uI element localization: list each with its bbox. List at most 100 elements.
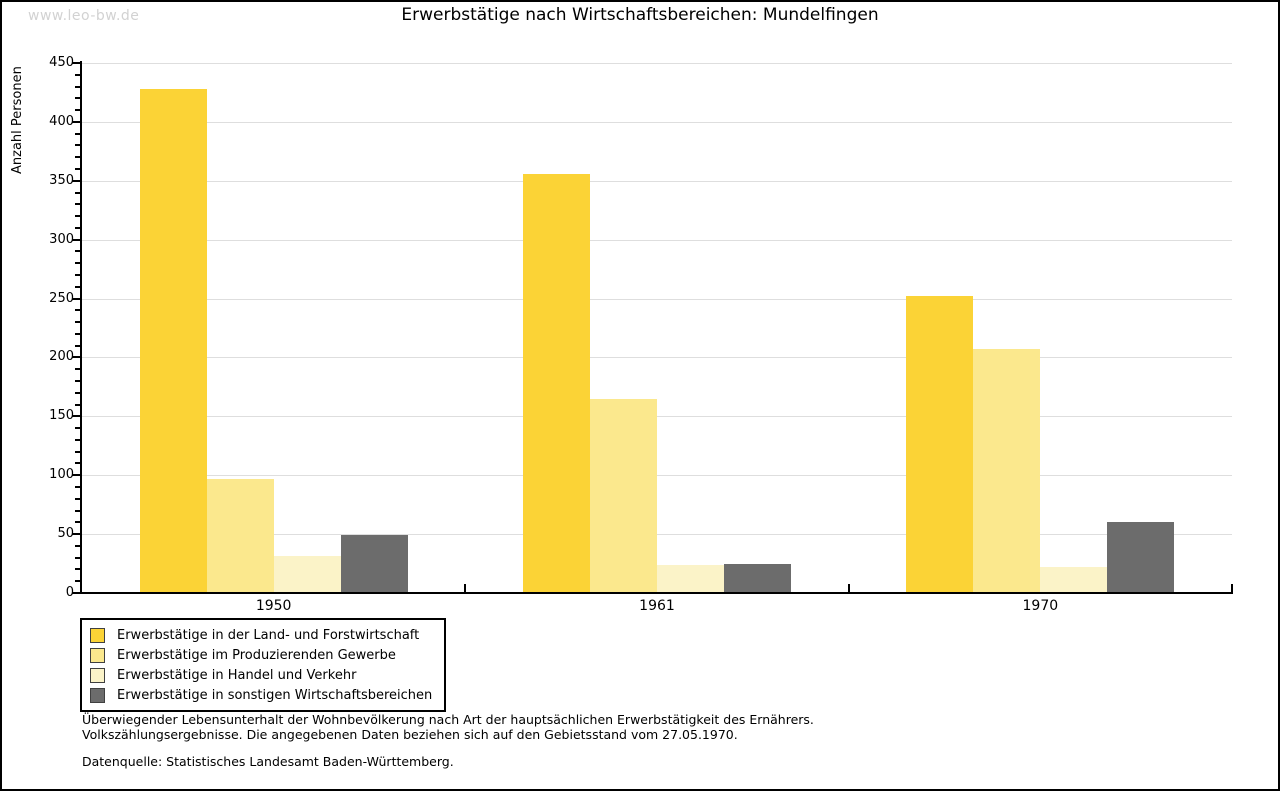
y-axis-minor-tick <box>75 427 80 430</box>
bar-1950-series-3 <box>273 556 341 593</box>
legend-swatch-1 <box>90 627 105 643</box>
bar-1961-series-4 <box>724 563 791 593</box>
footnote-line-1: Überwiegender Lebensunterhalt der Wohnbe… <box>82 712 814 727</box>
footnote-text: Überwiegender Lebensunterhalt der Wohnbe… <box>82 712 814 742</box>
y-axis-minor-tick <box>75 462 80 465</box>
chart-title: Erwerbstätige nach Wirtschaftsbereichen:… <box>401 5 879 25</box>
y-axis-minor-tick <box>75 391 80 394</box>
y-axis-minor-tick <box>75 509 80 512</box>
legend-swatch-2 <box>90 647 105 663</box>
y-tick-label-450: 450 <box>49 55 74 70</box>
y-tick-label-100: 100 <box>49 467 74 483</box>
y-axis-minor-tick <box>75 568 80 571</box>
y-axis-minor-tick <box>75 450 80 453</box>
y-axis-major-tick <box>72 415 80 418</box>
legend-row-2: Erwerbstätige im Produzierenden Gewerbe <box>90 645 432 665</box>
y-axis-minor-tick <box>75 580 80 583</box>
x-axis-tick <box>847 584 850 592</box>
y-axis-minor-tick <box>75 332 80 335</box>
legend-label-1: Erwerbstätige in der Land- und Forstwirt… <box>117 627 420 643</box>
legend-row-3: Erwerbstätige in Handel und Verkehr <box>90 665 432 685</box>
x-axis-tick <box>1231 584 1233 592</box>
y-axis-minor-tick <box>75 368 80 371</box>
gridline-250 <box>82 298 1232 300</box>
y-axis-minor-tick <box>75 156 80 159</box>
legend-label-2: Erwerbstätige im Produzierenden Gewerbe <box>117 647 396 663</box>
y-axis-major-tick <box>72 356 80 359</box>
x-axis-line <box>80 592 1233 594</box>
gridline-100 <box>82 475 1232 477</box>
y-tick-label-0: 0 <box>65 585 74 600</box>
y-axis-minor-tick <box>75 380 80 382</box>
y-axis-major-tick <box>72 238 80 241</box>
y-axis-minor-tick <box>75 85 80 88</box>
bar-1970-series-4 <box>1107 522 1175 593</box>
y-tick-label-150: 150 <box>49 408 74 424</box>
y-axis-minor-tick <box>75 274 80 276</box>
y-axis-minor-tick <box>75 109 80 112</box>
x-tick-label-1961: 1961 <box>639 598 675 614</box>
y-tick-label-200: 200 <box>49 349 74 365</box>
bar-1961-series-2 <box>590 398 657 593</box>
y-axis-minor-tick <box>75 438 80 441</box>
y-axis-minor-tick <box>75 556 80 559</box>
x-tick-label-1970: 1970 <box>1022 598 1059 614</box>
y-axis-major-tick <box>72 533 80 536</box>
y-axis-minor-tick <box>75 262 80 265</box>
y-axis-minor-tick <box>75 497 80 500</box>
y-axis-major-tick <box>72 297 80 300</box>
y-axis-minor-tick <box>75 309 80 312</box>
gridline-450 <box>82 63 1232 64</box>
bar-1950-series-1 <box>139 88 207 593</box>
plot-area <box>82 63 1232 593</box>
y-axis-minor-tick <box>75 215 80 218</box>
legend-label-4: Erwerbstätige in sonstigen Wirtschaftsbe… <box>117 687 433 703</box>
y-tick-label-400: 400 <box>49 113 74 129</box>
data-source: Datenquelle: Statistisches Landesamt Bad… <box>82 754 454 769</box>
y-axis-minor-tick <box>75 285 80 288</box>
y-axis-major-tick <box>72 592 80 594</box>
y-axis-minor-tick <box>75 168 80 170</box>
y-axis-minor-tick <box>75 226 80 229</box>
bar-1970-series-3 <box>1040 567 1108 593</box>
bar-1970-series-1 <box>906 296 974 593</box>
gridline-150 <box>82 416 1232 418</box>
bar-1961-series-3 <box>657 564 724 593</box>
y-tick-label-250: 250 <box>49 290 74 306</box>
y-axis-minor-tick <box>75 403 80 406</box>
gridline-300 <box>82 239 1232 241</box>
legend-swatch-4 <box>90 687 105 703</box>
x-axis-tick <box>464 584 467 592</box>
footnote-line-2: Volkszählungsergebnisse. Die angegebenen… <box>82 726 738 742</box>
y-axis-minor-tick <box>75 203 80 206</box>
bar-1970-series-2 <box>973 349 1041 593</box>
y-axis-minor-tick <box>75 144 80 147</box>
y-axis-minor-tick <box>75 486 80 488</box>
x-tick-label-1950: 1950 <box>255 598 292 614</box>
legend-label-3: Erwerbstätige in Handel und Verkehr <box>117 667 357 683</box>
legend: Erwerbstätige in der Land- und Forstwirt… <box>80 618 447 712</box>
gridline-50 <box>82 534 1232 536</box>
y-axis-major-tick <box>72 120 80 123</box>
bar-1961-series-1 <box>523 173 590 593</box>
y-axis-minor-tick <box>75 73 80 76</box>
y-axis-minor-tick <box>75 544 80 547</box>
legend-row-4: Erwerbstätige in sonstigen Wirtschaftsbe… <box>90 685 432 705</box>
y-axis-minor-tick <box>75 344 80 347</box>
y-axis-major-tick <box>72 62 80 64</box>
gridline-200 <box>82 357 1232 359</box>
bar-1950-series-2 <box>206 478 274 593</box>
y-tick-label-300: 300 <box>49 231 74 247</box>
y-axis-line <box>80 61 82 594</box>
gridline-350 <box>82 180 1232 182</box>
bar-1950-series-4 <box>340 535 408 593</box>
y-axis-major-tick <box>72 179 80 182</box>
legend-row-1: Erwerbstätige in der Land- und Forstwirt… <box>90 625 432 645</box>
y-axis-major-tick <box>72 474 80 477</box>
gridline-400 <box>82 121 1232 123</box>
legend-swatch-3 <box>90 667 105 683</box>
y-axis-minor-tick <box>75 321 80 324</box>
y-axis-minor-tick <box>75 250 80 253</box>
y-axis-minor-tick <box>75 191 80 194</box>
